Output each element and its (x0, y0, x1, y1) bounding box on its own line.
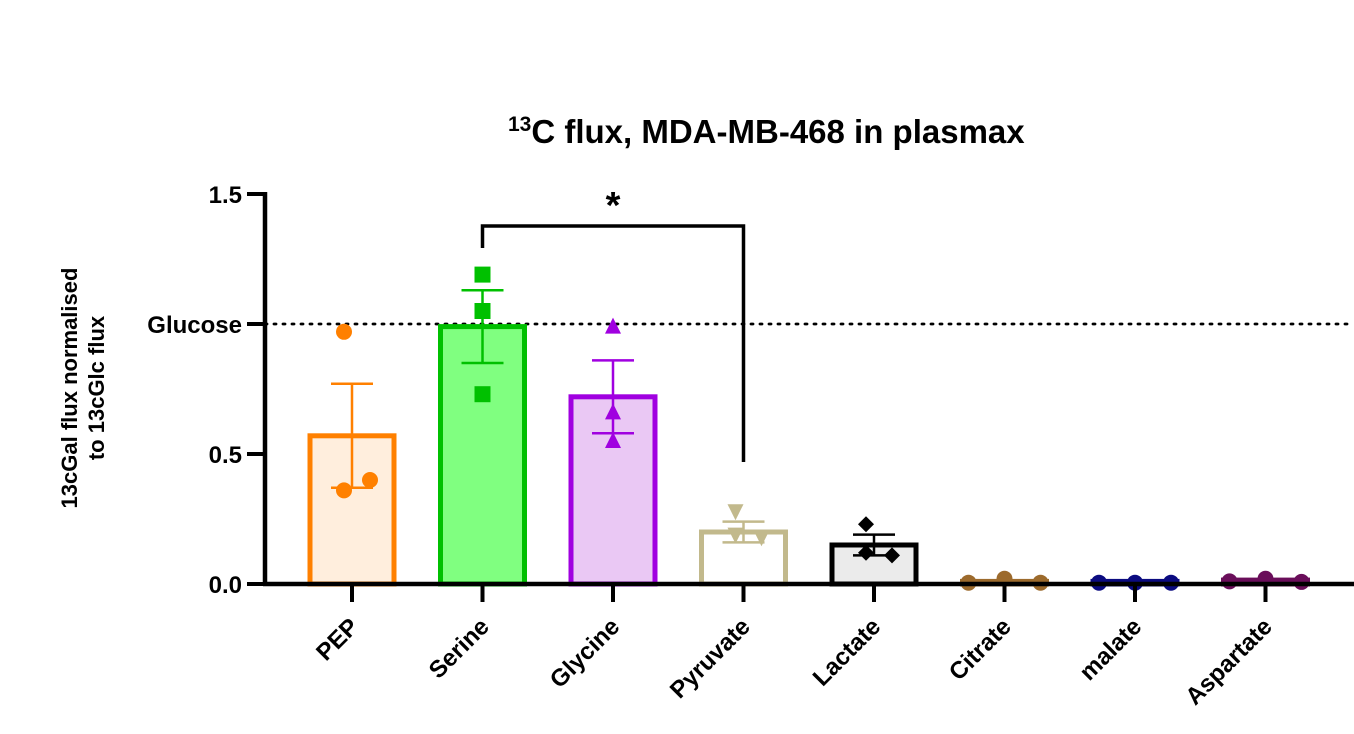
data-point (727, 504, 744, 521)
x-tick-label: Lactate (808, 613, 887, 692)
data-point (474, 303, 491, 319)
data-point (605, 432, 621, 448)
significance-marker: * (606, 185, 621, 227)
data-point (753, 530, 770, 547)
chart-title-main: C flux, MDA-MB-468 in plasmax (531, 113, 1025, 150)
data-point (336, 482, 352, 499)
y-tick-label: 0.0 (209, 572, 242, 599)
x-tick-label: Citrate (944, 613, 1017, 686)
data-point (858, 516, 874, 533)
reference-line-label: Glucose (147, 312, 242, 339)
bar-serine (438, 324, 527, 587)
data-point (858, 544, 874, 561)
data-point (884, 547, 900, 564)
y-tick-label: 0.5 (209, 442, 242, 469)
data-point (605, 317, 621, 334)
data-point (474, 386, 491, 403)
plot-area: Glucose 0.0 0.5 1.5 PEP Serine Glycine Pyruvate… (147, 182, 1354, 711)
x-tick-label: Aspartate (1180, 613, 1277, 710)
data-point (727, 527, 744, 544)
chart-title-superscript: 13 (508, 113, 531, 136)
y-axis-label-line1: 13cGal flux normalised (57, 268, 82, 509)
y-axis-label-line2: to 13cGlc flux (84, 315, 109, 460)
chart-title: 13C flux, MDA-MB-468 in plasmax (508, 113, 1025, 150)
data-point (1221, 573, 1238, 590)
y-tick-label: 1.5 (209, 182, 242, 209)
data-point (605, 403, 621, 420)
x-tick-label: Serine (424, 613, 495, 684)
data-point (474, 266, 491, 283)
significance-bracket (480, 224, 746, 462)
x-tick-label: Pyruvate (665, 613, 756, 704)
data-point (362, 472, 378, 488)
x-tick-label: Glycine (545, 613, 625, 693)
x-tick-label: malate (1074, 613, 1147, 686)
data-point (336, 323, 352, 340)
x-tick-label: PEP (311, 613, 364, 666)
